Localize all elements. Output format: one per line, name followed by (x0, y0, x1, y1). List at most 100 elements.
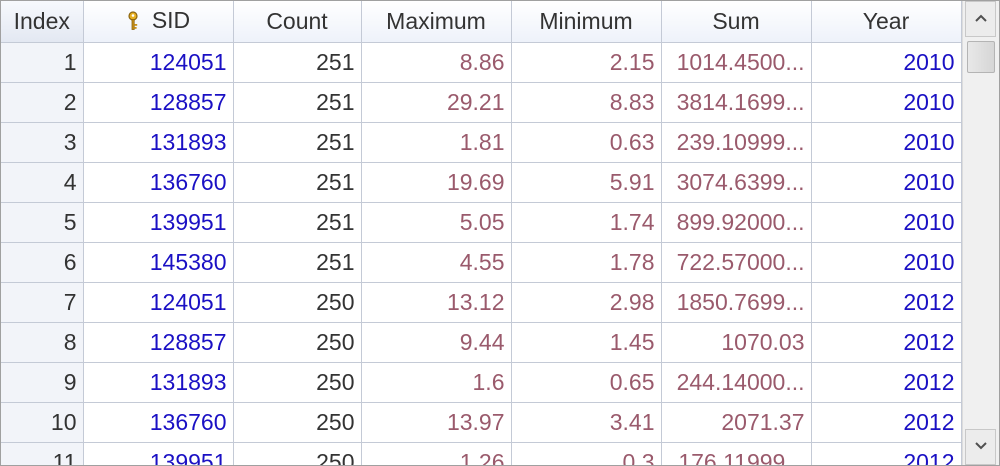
cell-year[interactable]: 2010 (811, 162, 962, 203)
cell-index[interactable]: 4 (1, 162, 84, 203)
cell-year[interactable]: 2012 (811, 362, 962, 403)
cell-minimum[interactable]: 2.98 (511, 282, 662, 323)
cell-maximum[interactable]: 1.81 (361, 122, 512, 163)
table-row[interactable]: 11 139951 250 1.26 0.3 176.11999... 2012 (1, 442, 962, 465)
cell-count[interactable]: 251 (233, 202, 362, 243)
cell-year[interactable]: 2012 (811, 442, 962, 465)
cell-count[interactable]: 250 (233, 322, 362, 363)
table-row[interactable]: 10 136760 250 13.97 3.41 2071.37 2012 (1, 402, 962, 443)
cell-sid[interactable]: 139951 (83, 202, 234, 243)
cell-minimum[interactable]: 8.83 (511, 82, 662, 123)
column-header-year[interactable]: Year (811, 1, 962, 43)
cell-index[interactable]: 11 (1, 442, 84, 465)
table-row[interactable]: 2 128857 251 29.21 8.83 3814.1699... 2010 (1, 82, 962, 123)
cell-index[interactable]: 3 (1, 122, 84, 163)
cell-count[interactable]: 250 (233, 362, 362, 403)
cell-maximum[interactable]: 1.26 (361, 442, 512, 465)
cell-sum[interactable]: 2071.37 (661, 402, 812, 443)
cell-count[interactable]: 251 (233, 162, 362, 203)
cell-count[interactable]: 250 (233, 442, 362, 465)
cell-sum[interactable]: 1014.4500... (661, 42, 812, 83)
cell-minimum[interactable]: 1.78 (511, 242, 662, 283)
cell-index[interactable]: 5 (1, 202, 84, 243)
scroll-up-button[interactable] (965, 1, 996, 37)
cell-year[interactable]: 2010 (811, 242, 962, 283)
column-header-maximum[interactable]: Maximum (361, 1, 512, 43)
cell-sid[interactable]: 128857 (83, 82, 234, 123)
cell-sid[interactable]: 131893 (83, 122, 234, 163)
cell-index[interactable]: 6 (1, 242, 84, 283)
cell-sum[interactable]: 3074.6399... (661, 162, 812, 203)
cell-minimum[interactable]: 0.63 (511, 122, 662, 163)
cell-maximum[interactable]: 5.05 (361, 202, 512, 243)
cell-maximum[interactable]: 13.97 (361, 402, 512, 443)
scroll-down-button[interactable] (965, 429, 996, 465)
cell-sum[interactable]: 1070.03 (661, 322, 812, 363)
cell-maximum[interactable]: 8.86 (361, 42, 512, 83)
cell-year[interactable]: 2010 (811, 42, 962, 83)
cell-sum[interactable]: 176.11999... (661, 442, 812, 465)
cell-sum[interactable]: 1850.7699... (661, 282, 812, 323)
column-header-minimum[interactable]: Minimum (511, 1, 662, 43)
cell-year[interactable]: 2010 (811, 122, 962, 163)
table-row[interactable]: 4 136760 251 19.69 5.91 3074.6399... 2010 (1, 162, 962, 203)
cell-maximum[interactable]: 29.21 (361, 82, 512, 123)
cell-year[interactable]: 2012 (811, 282, 962, 323)
table-row[interactable]: 1 124051 251 8.86 2.15 1014.4500... 2010 (1, 42, 962, 83)
cell-maximum[interactable]: 9.44 (361, 322, 512, 363)
table-row[interactable]: 3 131893 251 1.81 0.63 239.10999... 2010 (1, 122, 962, 163)
cell-year[interactable]: 2010 (811, 202, 962, 243)
cell-year[interactable]: 2012 (811, 322, 962, 363)
cell-index[interactable]: 1 (1, 42, 84, 83)
cell-minimum[interactable]: 1.74 (511, 202, 662, 243)
cell-count[interactable]: 251 (233, 42, 362, 83)
cell-minimum[interactable]: 3.41 (511, 402, 662, 443)
cell-minimum[interactable]: 5.91 (511, 162, 662, 203)
table-row[interactable]: 7 124051 250 13.12 2.98 1850.7699... 2012 (1, 282, 962, 323)
cell-maximum[interactable]: 4.55 (361, 242, 512, 283)
cell-minimum[interactable]: 0.65 (511, 362, 662, 403)
table-row[interactable]: 5 139951 251 5.05 1.74 899.92000... 2010 (1, 202, 962, 243)
cell-year[interactable]: 2010 (811, 82, 962, 123)
column-header-sum[interactable]: Sum (661, 1, 812, 43)
cell-sum[interactable]: 3814.1699... (661, 82, 812, 123)
cell-count[interactable]: 251 (233, 122, 362, 163)
cell-index[interactable]: 10 (1, 402, 84, 443)
cell-sum[interactable]: 722.57000... (661, 242, 812, 283)
cell-count[interactable]: 250 (233, 282, 362, 323)
cell-sid[interactable]: 139951 (83, 442, 234, 465)
column-header-sid[interactable]: SID (83, 1, 234, 43)
column-header-index[interactable]: Index (1, 1, 84, 43)
cell-count[interactable]: 251 (233, 82, 362, 123)
cell-sid[interactable]: 136760 (83, 162, 234, 203)
chevron-up-icon (975, 14, 987, 22)
cell-index[interactable]: 8 (1, 322, 84, 363)
cell-index[interactable]: 9 (1, 362, 84, 403)
cell-year[interactable]: 2012 (811, 402, 962, 443)
cell-sid[interactable]: 128857 (83, 322, 234, 363)
cell-index[interactable]: 7 (1, 282, 84, 323)
cell-minimum[interactable]: 2.15 (511, 42, 662, 83)
cell-sid[interactable]: 145380 (83, 242, 234, 283)
cell-sum[interactable]: 239.10999... (661, 122, 812, 163)
scroll-thumb[interactable] (967, 41, 995, 73)
cell-maximum[interactable]: 1.6 (361, 362, 512, 403)
table-row[interactable]: 6 145380 251 4.55 1.78 722.57000... 2010 (1, 242, 962, 283)
cell-sid[interactable]: 136760 (83, 402, 234, 443)
cell-maximum[interactable]: 13.12 (361, 282, 512, 323)
cell-minimum[interactable]: 0.3 (511, 442, 662, 465)
cell-count[interactable]: 250 (233, 402, 362, 443)
cell-index[interactable]: 2 (1, 82, 84, 123)
column-header-count[interactable]: Count (233, 1, 362, 43)
cell-sid[interactable]: 124051 (83, 42, 234, 83)
cell-sum[interactable]: 899.92000... (661, 202, 812, 243)
cell-count[interactable]: 251 (233, 242, 362, 283)
cell-minimum[interactable]: 1.45 (511, 322, 662, 363)
table-row[interactable]: 9 131893 250 1.6 0.65 244.14000... 2012 (1, 362, 962, 403)
cell-sum[interactable]: 244.14000... (661, 362, 812, 403)
table-row[interactable]: 8 128857 250 9.44 1.45 1070.03 2012 (1, 322, 962, 363)
cell-sid[interactable]: 124051 (83, 282, 234, 323)
cell-maximum[interactable]: 19.69 (361, 162, 512, 203)
cell-sid[interactable]: 131893 (83, 362, 234, 403)
vertical-scrollbar[interactable] (962, 1, 999, 465)
